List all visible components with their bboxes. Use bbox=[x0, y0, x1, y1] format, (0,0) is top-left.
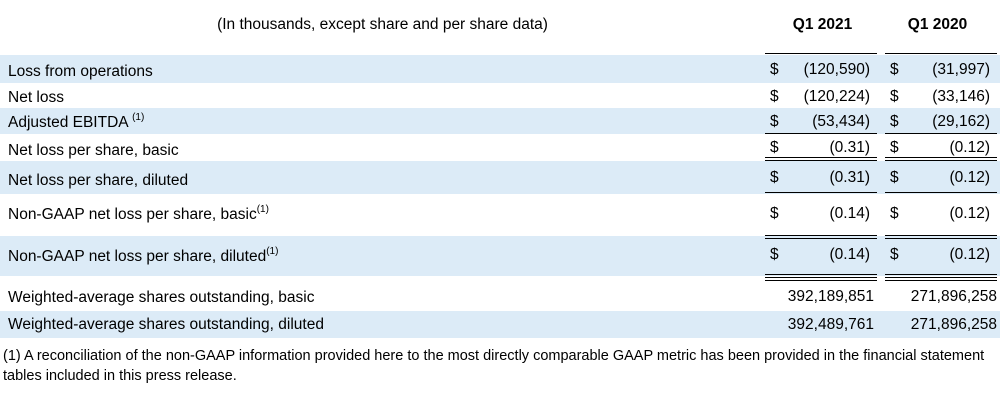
table-row: Weighted-average shares outstanding, bas… bbox=[0, 283, 1000, 311]
column-header-q1-2021: Q1 2021 bbox=[765, 16, 880, 34]
row-label: Non-GAAP net loss per share, diluted(1) bbox=[8, 248, 278, 266]
rule-line bbox=[765, 133, 877, 134]
table-row: Net loss per share, diluted $ (0.31) $ (0.… bbox=[0, 161, 1000, 194]
double-rule-line bbox=[885, 277, 997, 281]
cell-q1-2020: 271,896,258 bbox=[911, 288, 997, 306]
double-rule-line bbox=[765, 235, 877, 239]
row-label: Non-GAAP net loss per share, basic(1) bbox=[8, 206, 269, 224]
footnote: (1) A reconciliation of the non-GAAP inf… bbox=[3, 346, 997, 386]
cell-q1-2020: 271,896,258 bbox=[911, 316, 997, 334]
table-row: Net loss $ (120,224) $ (33,146) bbox=[0, 83, 1000, 108]
rule-line bbox=[885, 192, 997, 193]
table-row: Adjusted EBITDA (1) $ (53,434) $ (29,162) bbox=[0, 108, 1000, 134]
table-row: Non-GAAP net loss per share, diluted(1) … bbox=[0, 236, 1000, 276]
row-label: Net loss per share, diluted bbox=[8, 172, 188, 190]
double-rule-line bbox=[885, 157, 997, 161]
row-label: Loss from operations bbox=[8, 63, 153, 81]
cell-q1-2021: 392,489,761 bbox=[788, 316, 874, 334]
table-unit-note: (In thousands, except share and per shar… bbox=[0, 16, 765, 34]
rule-line bbox=[765, 53, 877, 54]
rule-line bbox=[885, 53, 997, 54]
row-label: Net loss per share, basic bbox=[8, 142, 179, 160]
table-row: Loss from operations $ (120,590) $ (31,997… bbox=[0, 55, 1000, 83]
row-label: Weighted-average shares outstanding, bas… bbox=[8, 289, 314, 307]
row-label: Net loss bbox=[8, 89, 64, 107]
column-header-q1-2020: Q1 2020 bbox=[880, 16, 995, 34]
row-label: Adjusted EBITDA (1) bbox=[8, 114, 144, 132]
row-label: Weighted-average shares outstanding, dil… bbox=[8, 316, 324, 334]
double-rule-line bbox=[885, 235, 997, 239]
table-row: Weighted-average shares outstanding, dil… bbox=[0, 311, 1000, 338]
double-rule-line bbox=[765, 277, 877, 281]
rule-line bbox=[765, 192, 877, 193]
cell-q1-2021: 392,189,851 bbox=[788, 288, 874, 306]
table-row: Non-GAAP net loss per share, basic(1) $(… bbox=[0, 194, 1000, 236]
double-rule-line bbox=[765, 157, 877, 161]
rule-line bbox=[885, 133, 997, 134]
